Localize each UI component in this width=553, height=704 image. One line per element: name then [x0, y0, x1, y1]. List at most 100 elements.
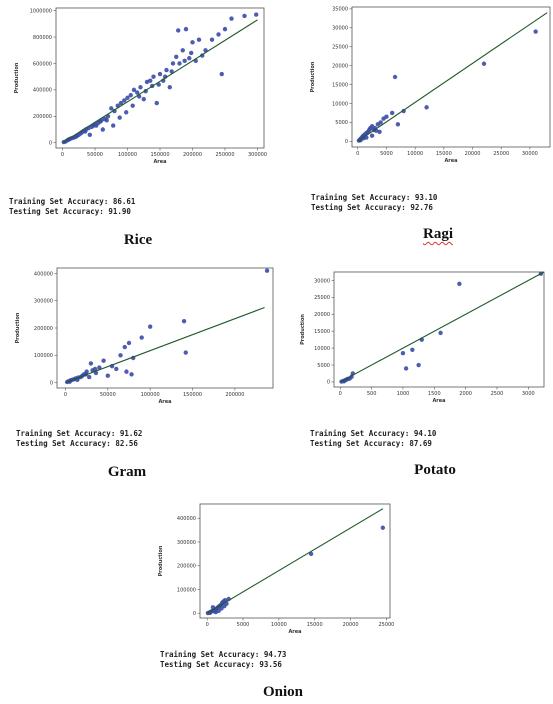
data-point: [410, 347, 415, 352]
x-tick-label: 200000: [225, 392, 244, 398]
data-point: [403, 366, 409, 371]
x-axis-label: Area: [288, 629, 301, 635]
data-point: [182, 58, 187, 64]
y-axis-label: Production: [310, 61, 316, 92]
data-point: [222, 26, 228, 32]
potato-training-accuracy: Training Set Accuracy: 94.10: [310, 429, 437, 438]
data-point: [151, 74, 156, 79]
y-tick-label: 0: [345, 139, 348, 145]
onion-chart: 0 5000 10000 15000 20000 25000 0 100000 200000 30…: [158, 503, 394, 635]
gram-training-accuracy: Training Set Accuracy: 91.62: [16, 429, 143, 438]
onion-testing-accuracy: Testing Set Accuracy: 93.56: [160, 660, 282, 669]
y-tick-label: 25000: [332, 45, 348, 51]
data-point: [424, 105, 429, 110]
y-tick-label: 0: [193, 611, 196, 617]
data-point: [481, 61, 487, 66]
y-tick-label: 5000: [317, 363, 330, 369]
data-point: [157, 71, 163, 77]
data-point: [129, 372, 134, 377]
y-tick-label: 25000: [314, 295, 330, 301]
data-point: [176, 28, 181, 33]
data-point: [416, 362, 421, 368]
data-point: [180, 48, 185, 53]
x-tick-label: 5000: [237, 622, 250, 628]
regression-line: [206, 508, 384, 614]
onion-training-accuracy: Training Set Accuracy: 94.73: [160, 650, 287, 659]
data-point: [125, 95, 130, 101]
data-point: [222, 597, 228, 603]
data-point: [148, 78, 153, 83]
y-axis-label: Production: [15, 312, 21, 343]
rice-title: Rice: [123, 232, 153, 248]
x-tick-label: 10000: [407, 151, 423, 157]
data-point: [400, 350, 406, 356]
data-point: [209, 37, 215, 42]
regression-line: [340, 271, 545, 383]
x-tick-label: 0: [64, 392, 67, 398]
data-point: [114, 366, 119, 372]
x-tick-label: 250000: [215, 152, 234, 158]
onion-panel: 0 5000 10000 15000 20000 25000 0 100000 200000 30…: [140, 490, 420, 704]
x-tick-label: 500: [367, 391, 377, 397]
x-tick-label: 300000: [248, 152, 267, 158]
regression-line: [65, 307, 265, 384]
y-tick-label: 0: [49, 141, 52, 147]
y-tick-label: 800000: [33, 35, 52, 41]
x-axis-label: Area: [432, 398, 445, 404]
x-tick-label: 150000: [150, 152, 169, 158]
x-tick-label: 5000: [380, 151, 393, 157]
data-point: [83, 129, 88, 134]
x-axis-label: Area: [444, 158, 457, 164]
x-tick-label: 100000: [141, 392, 160, 398]
y-tick-label: 600000: [33, 61, 52, 67]
y-tick-label: 20000: [332, 63, 348, 69]
plot-frame: [56, 267, 274, 389]
data-point: [378, 120, 383, 125]
y-tick-label: 0: [327, 380, 330, 386]
y-axis-label: Production: [14, 62, 20, 93]
x-tick-label: 50000: [87, 152, 103, 158]
ragi-chart: 0 5000 10000 15000 20000 25000 30000 0 5000 10000…: [310, 6, 551, 164]
y-tick-label: 30000: [314, 278, 330, 284]
gram-title: Gram: [107, 464, 147, 480]
potato-title: Potato: [414, 462, 456, 478]
data-point: [124, 369, 129, 374]
data-point: [457, 281, 462, 287]
y-tick-label: 400000: [33, 88, 52, 94]
data-point: [122, 344, 127, 350]
data-point: [392, 74, 398, 80]
x-tick-label: 20000: [465, 151, 481, 157]
data-point: [124, 110, 129, 115]
x-tick-label: 15000: [307, 622, 323, 628]
data-point: [109, 106, 114, 111]
y-tick-label: 15000: [314, 329, 330, 335]
gram-testing-accuracy: Testing Set Accuracy: 82.56: [16, 439, 138, 448]
x-axis-label: Area: [158, 399, 171, 405]
data-point: [187, 55, 192, 61]
data-point: [169, 69, 174, 74]
x-tick-label: 0: [206, 622, 209, 628]
data-point: [87, 132, 93, 137]
x-tick-label: 0: [339, 391, 342, 397]
y-tick-label: 100000: [34, 353, 53, 359]
x-tick-label: 25000: [378, 622, 394, 628]
data-point: [377, 129, 382, 135]
y-tick-label: 10000: [332, 101, 348, 107]
x-tick-label: 10000: [271, 622, 287, 628]
rice-panel: 0 50000 100000 150000 200000 250000 300000 0 200…: [0, 0, 276, 260]
rice-chart: 0 50000 100000 150000 200000 250000 300000 0 200…: [14, 7, 267, 165]
data-point: [141, 96, 146, 102]
data-point: [97, 365, 102, 370]
data-point: [183, 350, 188, 355]
data-point: [117, 115, 122, 120]
y-tick-label: 200000: [33, 114, 52, 120]
rice-testing-accuracy: Testing Set Accuracy: 91.90: [9, 207, 131, 216]
y-tick-label: 35000: [332, 7, 348, 13]
y-tick-label: 5000: [335, 120, 348, 126]
data-point: [130, 103, 135, 108]
x-tick-label: 25000: [493, 151, 509, 157]
y-tick-label: 20000: [314, 312, 330, 318]
data-point: [177, 61, 182, 66]
potato-testing-accuracy: Testing Set Accuracy: 87.69: [310, 439, 432, 448]
data-point: [395, 122, 401, 127]
